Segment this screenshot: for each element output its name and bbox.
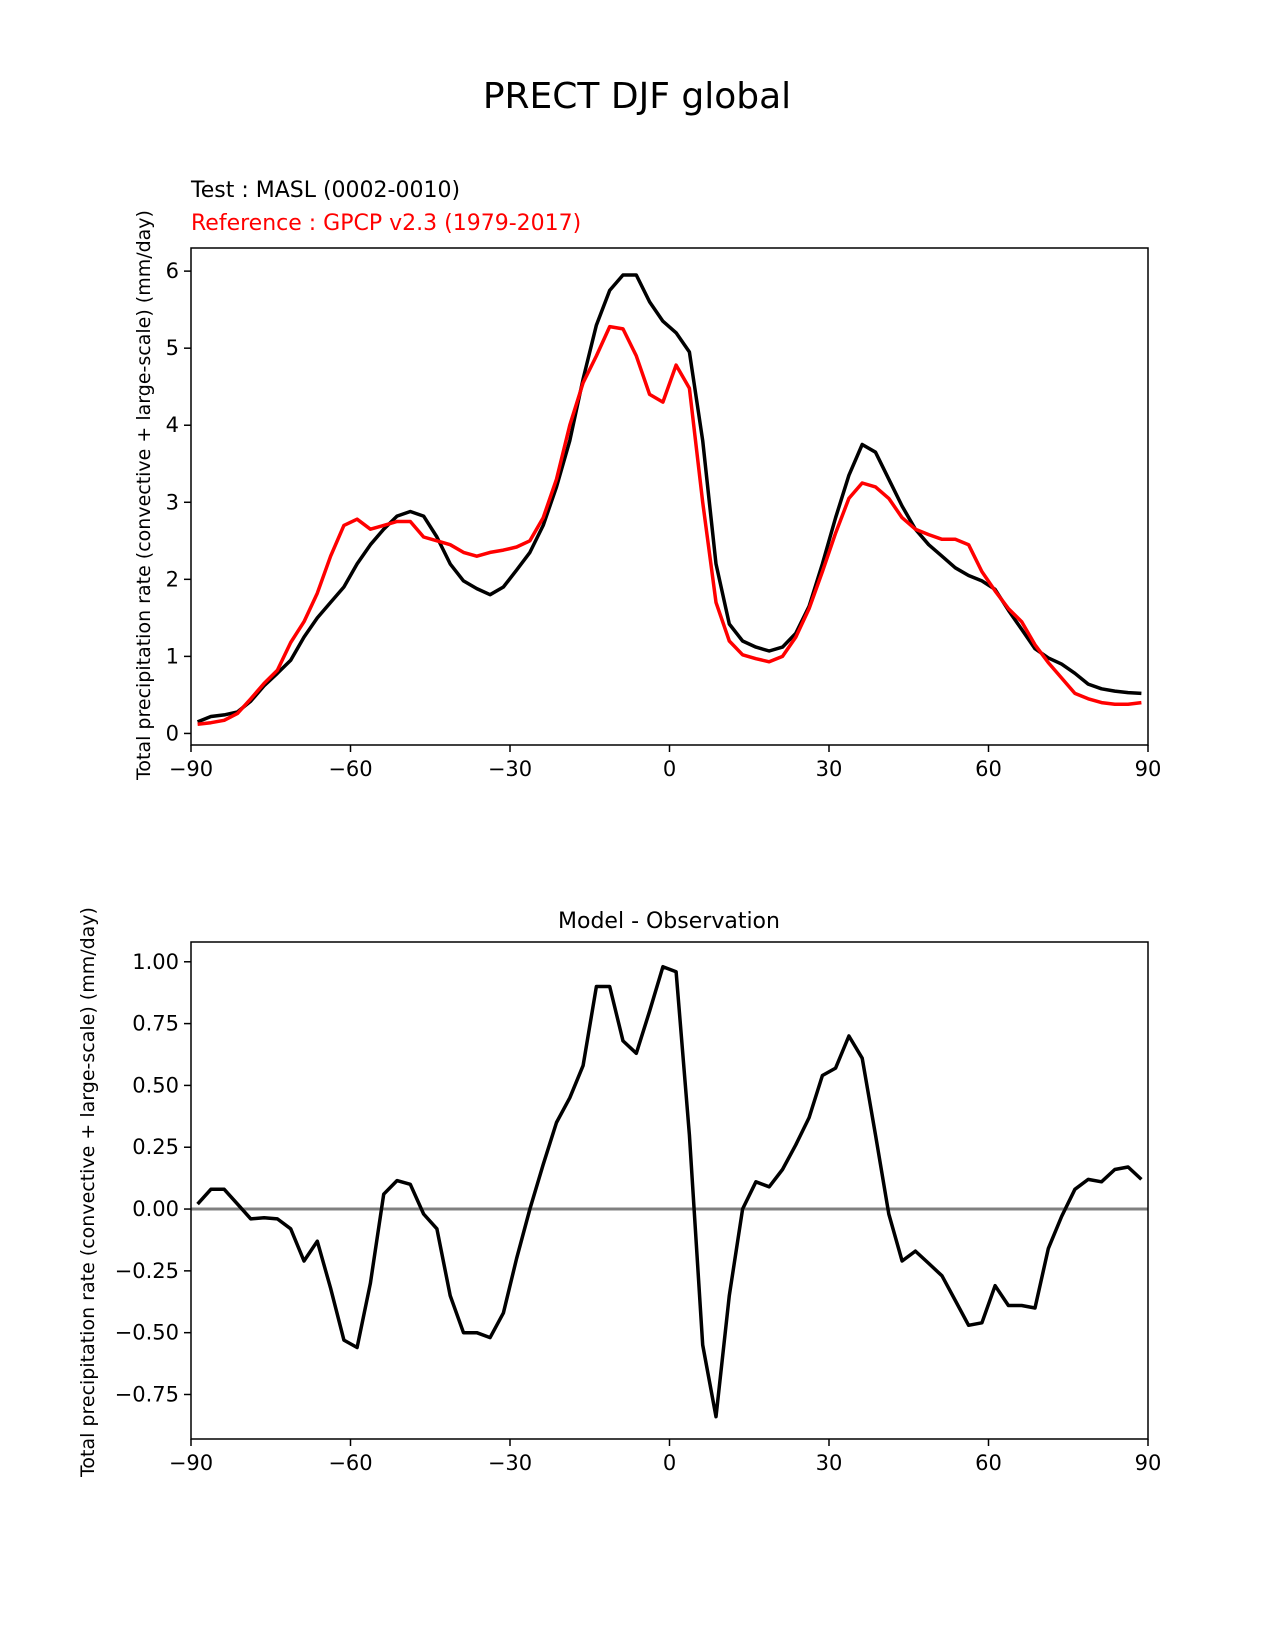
top-plot-marks [196, 273, 1142, 726]
top-y-axis-label: Total precipitation rate (convective + l… [133, 210, 155, 781]
bottom-x-tick-label: −60 [328, 1451, 372, 1475]
top-panel: Test : MASL (0002-0010) Reference : GPCP… [133, 178, 1161, 781]
bottom-y-axis-label: Total precipitation rate (convective + l… [77, 907, 99, 1478]
bottom-x-tick-label: −30 [488, 1451, 532, 1475]
top-series-line-2 [197, 324, 1142, 726]
bottom-y-tick-label: −0.25 [115, 1259, 179, 1283]
top-x-tick-label: −30 [488, 757, 532, 781]
bottom-x-tick-label: 60 [975, 1451, 1002, 1475]
reference-label: Reference : GPCP v2.3 (1979-2017) [191, 211, 581, 236]
top-plot-frame [190, 247, 1149, 746]
bottom-x-tick-label: 0 [663, 1451, 676, 1475]
bottom-panel: Model - Observation Total precipitation … [77, 907, 1161, 1478]
bottom-plot-marks [191, 964, 1148, 1419]
bottom-y-tick-label: 0.50 [132, 1073, 179, 1097]
bottom-x-tick-label: −90 [169, 1451, 213, 1475]
bottom-y-tick-label: 0.75 [132, 1012, 179, 1036]
top-x-tick-label: 30 [816, 757, 843, 781]
bottom-y-tick-label: 0.00 [132, 1197, 179, 1221]
top-x-tick-label: 0 [663, 757, 676, 781]
top-y-tick-label: 3 [166, 490, 179, 514]
bottom-y-tick-label: 0.25 [132, 1135, 179, 1159]
top-y-tick-label: 1 [166, 644, 179, 668]
bottom-plot-frame [190, 941, 1149, 1440]
bottom-y-tick-label: 1.00 [132, 950, 179, 974]
bottom-x-tick-label: 90 [1135, 1451, 1162, 1475]
top-x-tick-label: −90 [169, 757, 213, 781]
bottom-series-line-1 [196, 964, 1143, 1419]
top-y-tick-label: 5 [166, 336, 179, 360]
bottom-axis-ticks: −90 −60 −30 0 30 60 90 1.00 0.75 0.50 0.25 0.00 −0.2… [115, 950, 1162, 1475]
top-series-line-1 [196, 273, 1142, 724]
test-label: Test : MASL (0002-0010) [190, 178, 460, 203]
top-y-tick-label: 4 [166, 413, 179, 437]
difference-title: Model - Observation [558, 909, 780, 934]
top-axis-ticks: −90 −60 −30 0 30 60 90 0 1 2 3 4 5 6 [166, 259, 1162, 781]
figure-title: PRECT DJF global [483, 76, 791, 117]
top-x-tick-label: 60 [975, 757, 1002, 781]
top-x-tick-label: 90 [1135, 757, 1162, 781]
bottom-x-tick-label: 30 [816, 1451, 843, 1475]
top-y-tick-label: 0 [166, 721, 179, 745]
top-y-tick-label: 6 [166, 259, 179, 283]
top-y-tick-label: 2 [166, 567, 179, 591]
bottom-y-tick-label: −0.75 [115, 1382, 179, 1406]
bottom-y-tick-label: −0.50 [115, 1321, 179, 1345]
top-x-tick-label: −60 [328, 757, 372, 781]
